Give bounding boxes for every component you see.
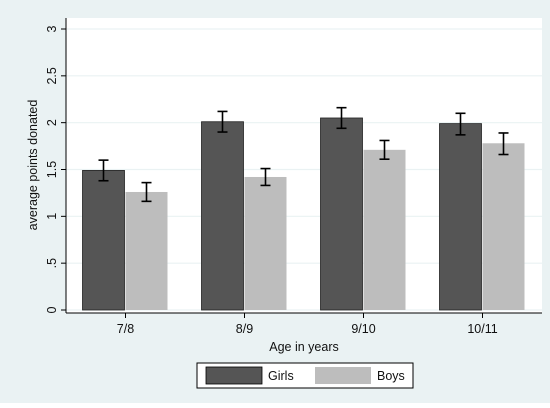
legend-label-girls: Girls [268, 369, 294, 383]
y-tick-label: 3 [45, 25, 59, 32]
y-tick-label: 1.5 [45, 161, 59, 178]
x-axis-label: Age in years [269, 340, 338, 354]
x-tick-label: 7/8 [117, 322, 134, 336]
legend-swatch-boys [315, 367, 371, 384]
y-tick-label: 1 [45, 213, 59, 220]
x-tick-label: 10/11 [467, 322, 497, 336]
y-tick-label: 2.5 [45, 67, 59, 84]
bars-layer [82, 117, 525, 311]
x-tick-label: 8/9 [236, 322, 253, 336]
bar-boys [482, 143, 525, 310]
bar-girls [320, 117, 363, 311]
y-tick-label: .5 [45, 258, 59, 268]
x-tick-label: 9/10 [351, 322, 375, 336]
y-axis-label: average points donated [26, 100, 40, 231]
bar-boys [363, 149, 406, 310]
bar-boys [125, 191, 168, 310]
legend: Girls Boys [196, 362, 414, 389]
y-tick-label: 0 [45, 306, 59, 313]
y-axis-ticks: 0 .5 1 1.5 2 2.5 3 [45, 25, 66, 313]
legend-label-boys: Boys [377, 369, 405, 383]
legend-swatch-girls [205, 366, 263, 385]
y-tick-label: 2 [45, 119, 59, 126]
bar-girls [82, 170, 125, 311]
x-axis-ticks: 7/8 8/9 9/10 10/11 [117, 313, 498, 336]
bar-girls [201, 121, 244, 311]
error-bars-layer [98, 106, 509, 203]
bar-boys [244, 176, 287, 310]
bar-girls [439, 123, 482, 311]
